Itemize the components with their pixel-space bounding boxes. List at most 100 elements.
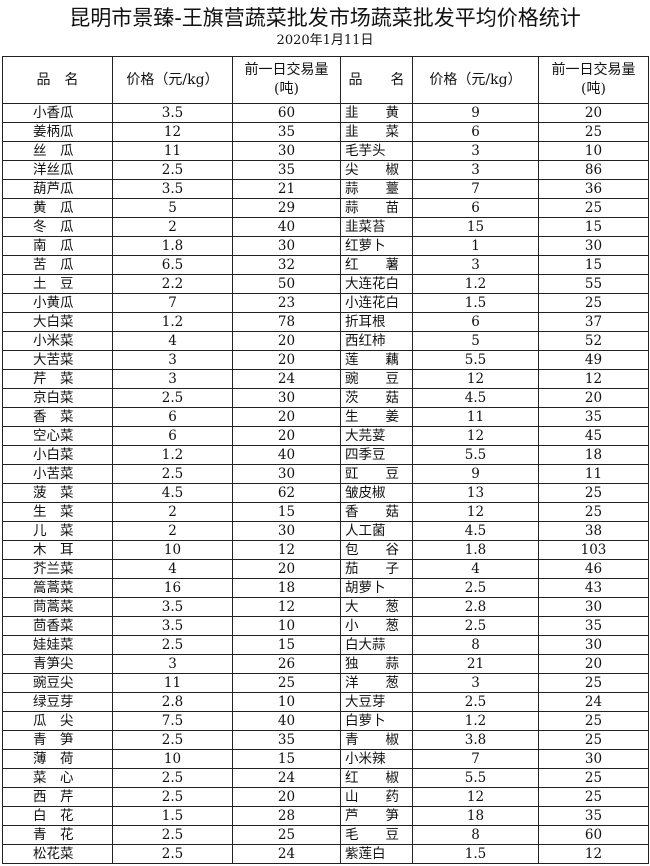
left-name-cell: 大苦菜 [2,350,113,370]
right-name-cell: 茄 子 [340,559,413,579]
right-name-cell: 折耳根 [340,312,413,332]
right-volume-cell: 25 [538,483,649,503]
left-price-cell: 1.2 [112,445,233,465]
left-volume-cell: 40 [232,445,341,465]
right-price-cell: 18 [412,806,539,826]
right-name-cell: 人工菌 [340,521,413,541]
left-volume-cell: 40 [232,217,341,237]
right-price-cell: 15 [412,217,539,237]
table-row: 菜 心 2.5 24 红 椒 5.5 25 [2,768,649,788]
right-price-cell: 2.8 [412,597,539,617]
right-price-cell: 1.5 [412,293,539,313]
left-volume-cell: 78 [232,312,341,332]
table-row: 小黄瓜 7 23 小连花白 1.5 25 [2,293,649,313]
right-price-cell: 4 [412,559,539,579]
left-volume-cell: 21 [232,179,341,199]
right-name-cell: 大豆芽 [340,692,413,712]
right-name-cell: 毛芋头 [340,141,413,161]
right-name-cell: 青 椒 [340,730,413,750]
left-price-cell: 2.5 [112,388,233,408]
right-price-cell: 12 [412,787,539,807]
left-volume-cell: 25 [232,825,341,845]
left-volume-cell: 24 [232,768,341,788]
left-name-cell: 菠 菜 [2,483,113,503]
right-name-cell: 蒜 薹 [340,179,413,199]
table-row: 白 花 1.5 28 芦 笋 18 35 [2,806,649,826]
right-price-cell: 2.5 [412,616,539,636]
left-name-cell: 青笋尖 [2,654,113,674]
left-volume-cell: 28 [232,806,341,826]
right-volume-cell: 25 [538,730,649,750]
table-row: 黄 瓜 5 29 蒜 苗 6 25 [2,198,649,218]
right-price-cell: 3 [412,255,539,275]
left-volume-cell: 20 [232,407,341,427]
left-volume-cell: 62 [232,483,341,503]
right-name-cell: 大芫荽 [340,426,413,446]
right-name-cell: 大连花白 [340,274,413,294]
right-price-cell: 12 [412,369,539,389]
right-price-cell: 5 [412,331,539,351]
left-price-cell: 10 [112,749,233,769]
right-volume-cell: 35 [538,407,649,427]
left-volume-cell: 15 [232,635,341,655]
right-price-cell: 1.2 [412,711,539,731]
right-price-cell: 1 [412,236,539,256]
left-price-cell: 1.5 [112,806,233,826]
left-volume-cell: 26 [232,654,341,674]
left-name-cell: 薄 荷 [2,749,113,769]
table-row: 绿豆芽 2.8 10 大豆芽 2.5 24 [2,692,649,712]
right-price-cell: 21 [412,654,539,674]
left-price-cell: 5 [112,198,233,218]
right-volume-cell: 30 [538,597,649,617]
left-price-cell: 2.5 [112,825,233,845]
table-row: 姜柄瓜 12 35 韭 菜 6 25 [2,122,649,142]
left-name-cell: 丝 瓜 [2,141,113,161]
right-volume-cell: 86 [538,160,649,180]
left-volume-cell: 32 [232,255,341,275]
right-volume-cell: 25 [538,198,649,218]
table-row: 芹 菜 3 24 豌 豆 12 12 [2,369,649,389]
right-name-cell: 独 蒜 [340,654,413,674]
left-volume-cell: 10 [232,692,341,712]
left-name-cell: 香 菜 [2,407,113,427]
left-price-cell: 3 [112,369,233,389]
left-name-cell: 芹 菜 [2,369,113,389]
left-price-cell: 4.5 [112,483,233,503]
left-price-cell: 2.5 [112,635,233,655]
left-volume-cell: 20 [232,559,341,579]
left-price-cell: 3 [112,350,233,370]
left-name-cell: 菜 心 [2,768,113,788]
left-volume-cell: 24 [232,844,341,864]
left-price-cell: 3 [112,654,233,674]
left-price-cell: 11 [112,141,233,161]
right-volume-cell: 46 [538,559,649,579]
table-row: 大苦菜 3 20 莲 藕 5.5 49 [2,350,649,370]
left-volume-cell: 30 [232,521,341,541]
table-row: 茼蒿菜 3.5 12 大 葱 2.8 30 [2,597,649,617]
left-name-cell: 南 瓜 [2,236,113,256]
left-price-cell: 10 [112,540,233,560]
left-name-cell: 瓜 尖 [2,711,113,731]
left-price-cell: 3.5 [112,597,233,617]
right-volume-cell: 45 [538,426,649,446]
table-row: 南 瓜 1.8 30 红萝卜 1 30 [2,236,649,256]
right-name-cell: 芦 笋 [340,806,413,826]
table-row: 青 笋 2.5 35 青 椒 3.8 25 [2,730,649,750]
left-price-cell: 7.5 [112,711,233,731]
right-name-cell: 红 椒 [340,768,413,788]
right-volume-cell: 37 [538,312,649,332]
right-name-cell: 莲 藕 [340,350,413,370]
left-price-cell: 6 [112,407,233,427]
left-volume-cell: 12 [232,597,341,617]
right-name-cell: 胡萝卜 [340,578,413,598]
right-volume-cell: 25 [538,787,649,807]
left-price-cell: 2.8 [112,692,233,712]
right-price-cell: 2.5 [412,692,539,712]
right-name-cell: 小 葱 [340,616,413,636]
right-volume-cell: 25 [538,768,649,788]
table-row: 儿 菜 2 30 人工菌 4.5 38 [2,521,649,541]
right-name-cell: 包 谷 [340,540,413,560]
left-name-cell: 小白菜 [2,445,113,465]
left-name-cell: 篙蒿菜 [2,578,113,598]
header-name-right: 品 名 [340,56,413,104]
